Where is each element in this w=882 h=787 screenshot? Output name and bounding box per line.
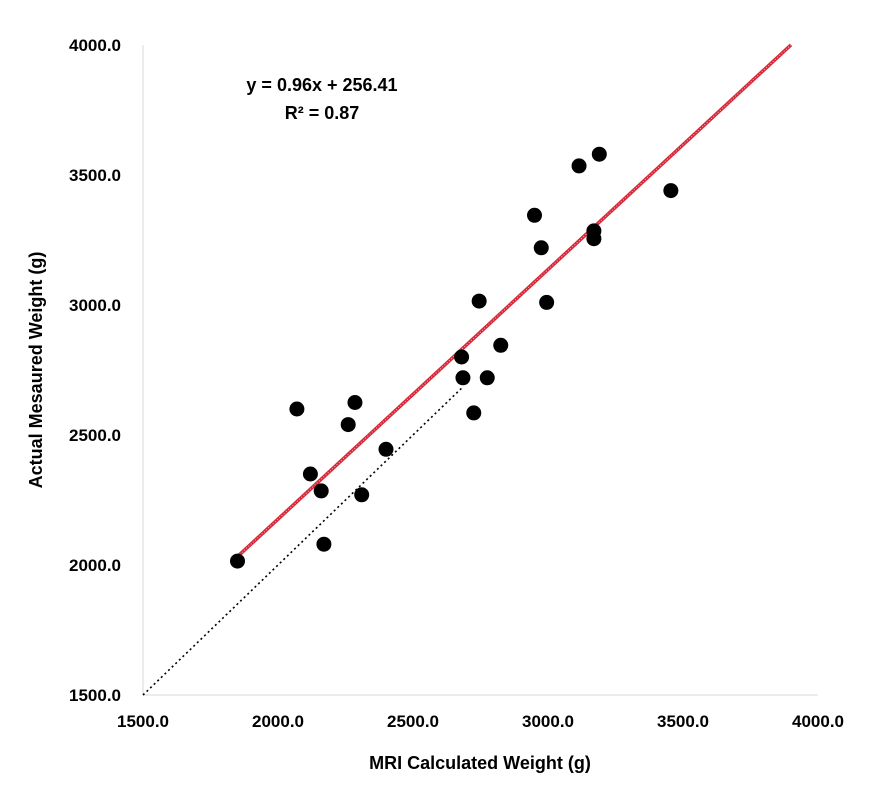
y-axis-title: Actual Mesaured Weight (g) bbox=[26, 252, 46, 489]
data-point bbox=[347, 395, 363, 410]
identity-line bbox=[142, 387, 463, 696]
x-tick-label: 3500.0 bbox=[657, 712, 709, 731]
tick-labels: 1500.0 2000.0 2500.0 3000.0 3500.0 4000.0 1500… bbox=[69, 36, 844, 731]
trendline-group bbox=[236, 43, 793, 558]
r-squared-label: R² = 0.87 bbox=[285, 103, 360, 123]
y-tick-label: 2500.0 bbox=[69, 426, 121, 445]
y-tick-label: 3000.0 bbox=[69, 296, 121, 315]
y-tick-label: 3500.0 bbox=[69, 166, 121, 185]
data-point bbox=[466, 405, 482, 421]
data-point bbox=[378, 441, 394, 457]
axes bbox=[142, 45, 818, 696]
x-tick-label: 2500.0 bbox=[387, 712, 439, 731]
data-point bbox=[302, 466, 318, 482]
x-tick-label: 2000.0 bbox=[252, 712, 304, 731]
y-tick-label: 1500.0 bbox=[69, 686, 121, 705]
data-point bbox=[479, 370, 495, 386]
data-point bbox=[493, 337, 509, 353]
data-point bbox=[289, 401, 305, 417]
data-point bbox=[527, 207, 542, 223]
trendline-equation: y = 0.96x + 256.41 bbox=[246, 75, 397, 95]
y-tick-label: 4000.0 bbox=[69, 36, 121, 55]
data-point bbox=[586, 231, 602, 247]
x-tick-label: 4000.0 bbox=[792, 712, 844, 731]
data-point bbox=[663, 183, 679, 199]
data-point bbox=[354, 487, 370, 503]
data-point bbox=[571, 158, 587, 174]
data-point bbox=[591, 146, 607, 162]
identity-line-group bbox=[142, 387, 463, 696]
y-tick-label: 2000.0 bbox=[69, 556, 121, 575]
data-point bbox=[533, 240, 549, 256]
data-point bbox=[454, 349, 470, 365]
data-point bbox=[230, 553, 245, 569]
data-point bbox=[316, 536, 332, 552]
x-axis-title: MRI Calculated Weight (g) bbox=[369, 753, 591, 773]
x-tick-label: 1500.0 bbox=[117, 712, 169, 731]
data-point bbox=[539, 294, 555, 310]
data-point bbox=[455, 370, 471, 386]
data-point bbox=[340, 417, 356, 433]
x-tick-label: 3000.0 bbox=[522, 712, 574, 731]
data-points bbox=[230, 146, 679, 569]
data-point bbox=[471, 293, 487, 309]
trendline bbox=[236, 43, 793, 558]
data-point bbox=[313, 483, 329, 499]
